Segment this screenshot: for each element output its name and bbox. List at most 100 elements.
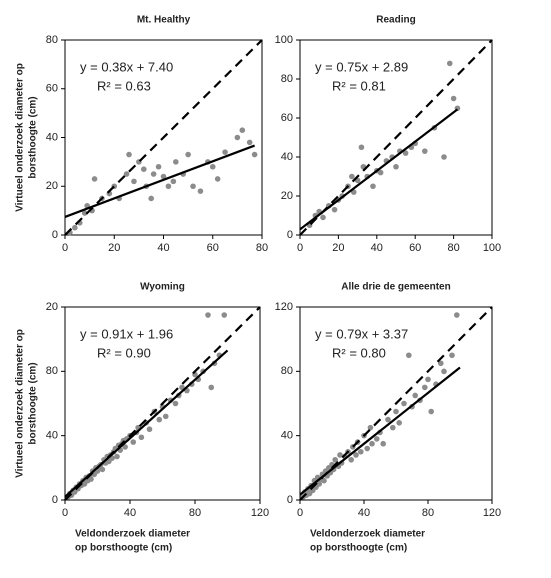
chart-title: Mt. Healthy (137, 15, 191, 26)
x-tick-label: 100 (483, 242, 501, 254)
x-tick-label: 120 (483, 507, 501, 519)
y-tick-label: 20 (281, 190, 293, 202)
x-tick-label: 120 (251, 507, 269, 519)
data-point (221, 312, 228, 318)
data-point (441, 154, 447, 160)
y-tick-label: 60 (46, 83, 58, 95)
chart-title: Wyoming (140, 282, 185, 293)
data-point (406, 352, 412, 359)
y-tick-label: 20 (46, 301, 58, 313)
chart-title: Alle drie de gemeenten (341, 282, 450, 293)
data-point (197, 188, 204, 194)
data-point (114, 453, 120, 460)
data-point (214, 176, 221, 182)
data-point (369, 440, 375, 447)
data-point (122, 444, 128, 450)
data-point (170, 178, 177, 185)
x-tick-label: 0 (297, 242, 303, 254)
y-tick-label: 0 (287, 229, 293, 241)
fit-line (299, 108, 459, 231)
data-point (239, 127, 246, 133)
y-tick-label: 80 (46, 34, 58, 46)
identity-line (299, 39, 493, 236)
data-point (358, 448, 364, 455)
data-point (99, 466, 106, 473)
x-tick-label: 0 (62, 507, 68, 519)
data-point (130, 439, 137, 445)
data-point (438, 360, 444, 367)
data-point (377, 169, 384, 176)
data-point (454, 312, 460, 318)
data-point (348, 456, 355, 463)
data-point (331, 206, 338, 213)
chart-title: Reading (376, 15, 415, 26)
r-squared: R² = 0.81 (332, 78, 386, 93)
x-tick-label: 20 (332, 242, 344, 254)
y-tick-label: 60 (281, 112, 293, 124)
y-tick-label: 0 (287, 494, 293, 506)
data-point (422, 384, 428, 391)
x-tick-label: 60 (409, 242, 421, 254)
plot-frame (299, 306, 493, 501)
data-point (173, 159, 179, 165)
data-point (81, 210, 88, 216)
x-tick-label: 80 (447, 242, 459, 254)
data-point (393, 163, 399, 170)
data-point (332, 456, 339, 463)
x-tick-label: 0 (62, 242, 68, 254)
r-squared: R² = 0.90 (97, 345, 151, 360)
y-tick-label: 40 (281, 430, 293, 442)
data-point (446, 60, 453, 67)
data-point (337, 452, 343, 458)
y-tick-label: 120 (275, 301, 293, 313)
data-point (141, 166, 147, 172)
fit-line (299, 366, 461, 496)
data-point (441, 368, 447, 375)
data-point (385, 416, 391, 423)
data-point (353, 452, 359, 458)
data-point (162, 413, 169, 420)
data-point (402, 150, 409, 156)
y-tick-label: 100 (275, 34, 293, 46)
data-point (450, 95, 457, 102)
data-point (380, 440, 387, 447)
data-point (367, 424, 374, 431)
data-point (234, 134, 241, 141)
x-tick-label: 80 (256, 242, 268, 254)
data-point (449, 352, 455, 359)
data-point (91, 176, 98, 182)
data-point (209, 163, 216, 170)
y-axis-label: Virtueel onderzoek diameter op (15, 329, 26, 478)
data-point (320, 214, 326, 221)
data-point (428, 408, 435, 415)
x-tick-label: 40 (157, 242, 169, 254)
data-point (358, 144, 365, 151)
data-point (155, 163, 162, 170)
r-squared: R² = 0.63 (97, 78, 151, 93)
y-tick-label: 80 (281, 365, 293, 377)
plot-frame (64, 306, 261, 501)
x-tick-label: 40 (358, 507, 370, 519)
y-tick-label: 0 (52, 229, 58, 241)
x-tick-label: 80 (189, 507, 201, 519)
data-point (123, 171, 130, 177)
y-tick-label: 0 (52, 494, 58, 506)
data-point (321, 477, 327, 484)
x-tick-label: 60 (207, 242, 219, 254)
data-point (148, 195, 154, 202)
data-point (150, 171, 157, 177)
data-point (160, 173, 167, 180)
x-tick-label: 40 (124, 507, 136, 519)
r-squared: R² = 0.80 (332, 345, 386, 360)
data-point (425, 376, 431, 383)
data-point (401, 400, 407, 407)
data-point (172, 400, 179, 407)
data-point (165, 183, 172, 190)
y-tick-label: 40 (46, 131, 58, 143)
x-tick-label: 0 (297, 507, 303, 519)
equation: y = 0.75x + 2.89 (315, 59, 408, 74)
x-tick-label: 40 (371, 242, 383, 254)
y-tick-label: 40 (46, 430, 58, 442)
data-point (222, 149, 228, 155)
